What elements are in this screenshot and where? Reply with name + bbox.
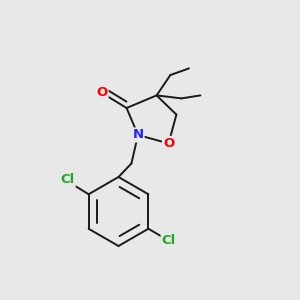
Text: Cl: Cl: [61, 173, 75, 186]
Text: N: N: [132, 128, 144, 142]
Text: Cl: Cl: [162, 234, 176, 247]
Text: O: O: [163, 137, 174, 150]
Text: O: O: [96, 86, 108, 100]
